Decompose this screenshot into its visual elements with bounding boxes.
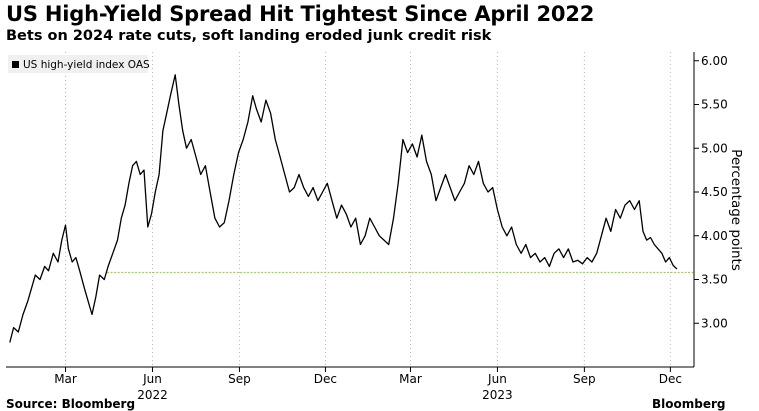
y-tick-label: 3.00 (701, 316, 728, 330)
year-labels: 2022 2023 (137, 388, 512, 402)
y-tick-label: 6.00 (701, 54, 728, 68)
y-tick-label: 3.50 (701, 273, 728, 287)
series-line-hy-oas (9, 74, 678, 343)
legend-label: US high-yield index OAS (23, 59, 150, 71)
year-label: 2023 (482, 388, 513, 402)
x-tick-label: Jun (142, 372, 162, 386)
legend-swatch (12, 61, 19, 68)
x-axis-ticks: Mar Jun Sep Dec Mar Jun Sep Dec (54, 367, 682, 386)
x-tick-label: Mar (399, 372, 422, 386)
y-axis-label: Percentage points (728, 149, 744, 271)
series-group (9, 74, 678, 343)
y-tick-label: 4.50 (701, 185, 728, 199)
x-tick-label: Sep (228, 372, 251, 386)
x-tick-label: Jun (487, 372, 507, 386)
x-tick-label: Sep (573, 372, 596, 386)
legend: US high-yield index OAS (8, 55, 150, 73)
y-tick-label: 5.00 (701, 141, 728, 155)
chart-subtitle: Bets on 2024 rate cuts, soft landing ero… (6, 28, 492, 44)
x-tick-label: Dec (659, 372, 682, 386)
y-tick-label: 4.00 (701, 229, 728, 243)
y-axis-ticks: 3.00 3.50 4.00 4.50 5.00 5.50 6.00 (694, 54, 728, 330)
y-tick-label: 5.50 (701, 98, 728, 112)
x-tick-label: Dec (314, 372, 337, 386)
year-label: 2022 (137, 388, 168, 402)
x-tick-label: Mar (54, 372, 77, 386)
source-note: Source: Bloomberg (6, 397, 136, 411)
grid-lines (65, 52, 671, 367)
chart-title: US High-Yield Spread Hit Tightest Since … (6, 2, 595, 26)
bloomberg-logo: Bloomberg (652, 397, 726, 411)
